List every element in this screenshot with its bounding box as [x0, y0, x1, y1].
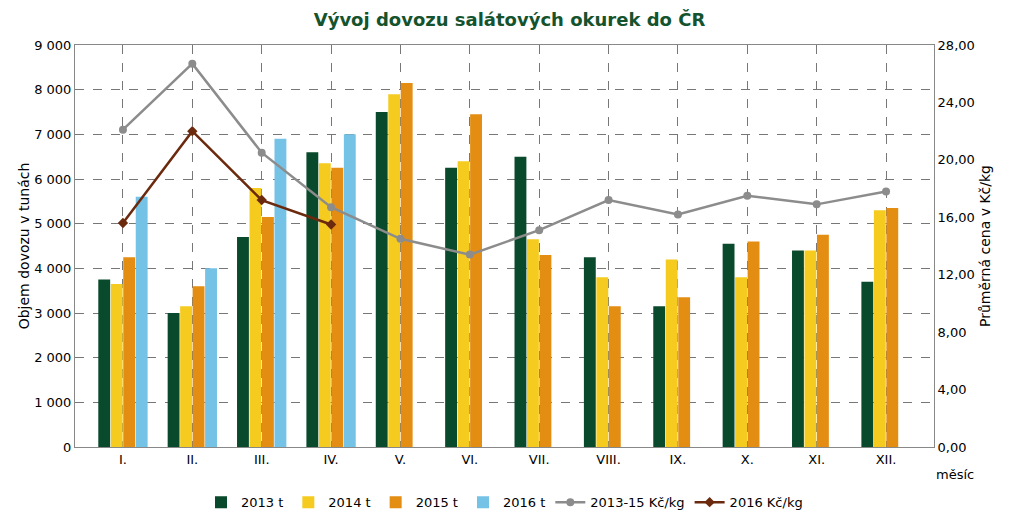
svg-text:měsíc: měsíc — [936, 467, 974, 482]
svg-text:24,00: 24,00 — [938, 95, 975, 110]
svg-text:2 000: 2 000 — [34, 350, 71, 365]
svg-text:Objem dovozu v tunách: Objem dovozu v tunách — [16, 163, 32, 330]
svg-text:I.: I. — [119, 452, 127, 467]
svg-text:XII.: XII. — [876, 452, 897, 467]
svg-text:20,00: 20,00 — [938, 152, 975, 167]
svg-text:0,00: 0,00 — [938, 440, 967, 455]
svg-text:1 000: 1 000 — [34, 395, 71, 410]
svg-text:III.: III. — [254, 452, 270, 467]
svg-text:VI.: VI. — [461, 452, 478, 467]
svg-text:2016 t: 2016 t — [503, 495, 545, 510]
svg-text:IV.: IV. — [323, 452, 338, 467]
svg-text:16,00: 16,00 — [938, 210, 975, 225]
svg-text:2014 t: 2014 t — [328, 495, 370, 510]
svg-text:4 000: 4 000 — [34, 261, 71, 276]
svg-text:II.: II. — [186, 452, 198, 467]
svg-text:6 000: 6 000 — [34, 172, 71, 187]
svg-text:5 000: 5 000 — [34, 216, 71, 231]
svg-text:X.: X. — [741, 452, 754, 467]
svg-text:IX.: IX. — [669, 452, 686, 467]
svg-text:8 000: 8 000 — [34, 82, 71, 97]
svg-text:8,00: 8,00 — [938, 325, 967, 340]
svg-text:V.: V. — [395, 452, 406, 467]
svg-text:2013-15 Kč/kg: 2013-15 Kč/kg — [590, 495, 684, 510]
svg-text:2013 t: 2013 t — [241, 495, 283, 510]
svg-text:0: 0 — [63, 440, 71, 455]
svg-text:7 000: 7 000 — [34, 127, 71, 142]
svg-text:3 000: 3 000 — [34, 306, 71, 321]
svg-text:2015 t: 2015 t — [416, 495, 458, 510]
svg-text:VII.: VII. — [529, 452, 550, 467]
svg-text:12,00: 12,00 — [938, 267, 975, 282]
svg-text:2016 Kč/kg: 2016 Kč/kg — [730, 495, 803, 510]
svg-text:Vývoj dovozu salátových okurek: Vývoj dovozu salátových okurek do ČR — [314, 9, 706, 30]
svg-text:Průměrná cena v Kč/kg: Průměrná cena v Kč/kg — [977, 165, 993, 327]
svg-text:28,00: 28,00 — [938, 38, 975, 53]
svg-text:XI.: XI. — [808, 452, 825, 467]
svg-text:4,00: 4,00 — [938, 382, 967, 397]
svg-text:9 000: 9 000 — [34, 38, 71, 53]
svg-text:VIII.: VIII. — [596, 452, 621, 467]
